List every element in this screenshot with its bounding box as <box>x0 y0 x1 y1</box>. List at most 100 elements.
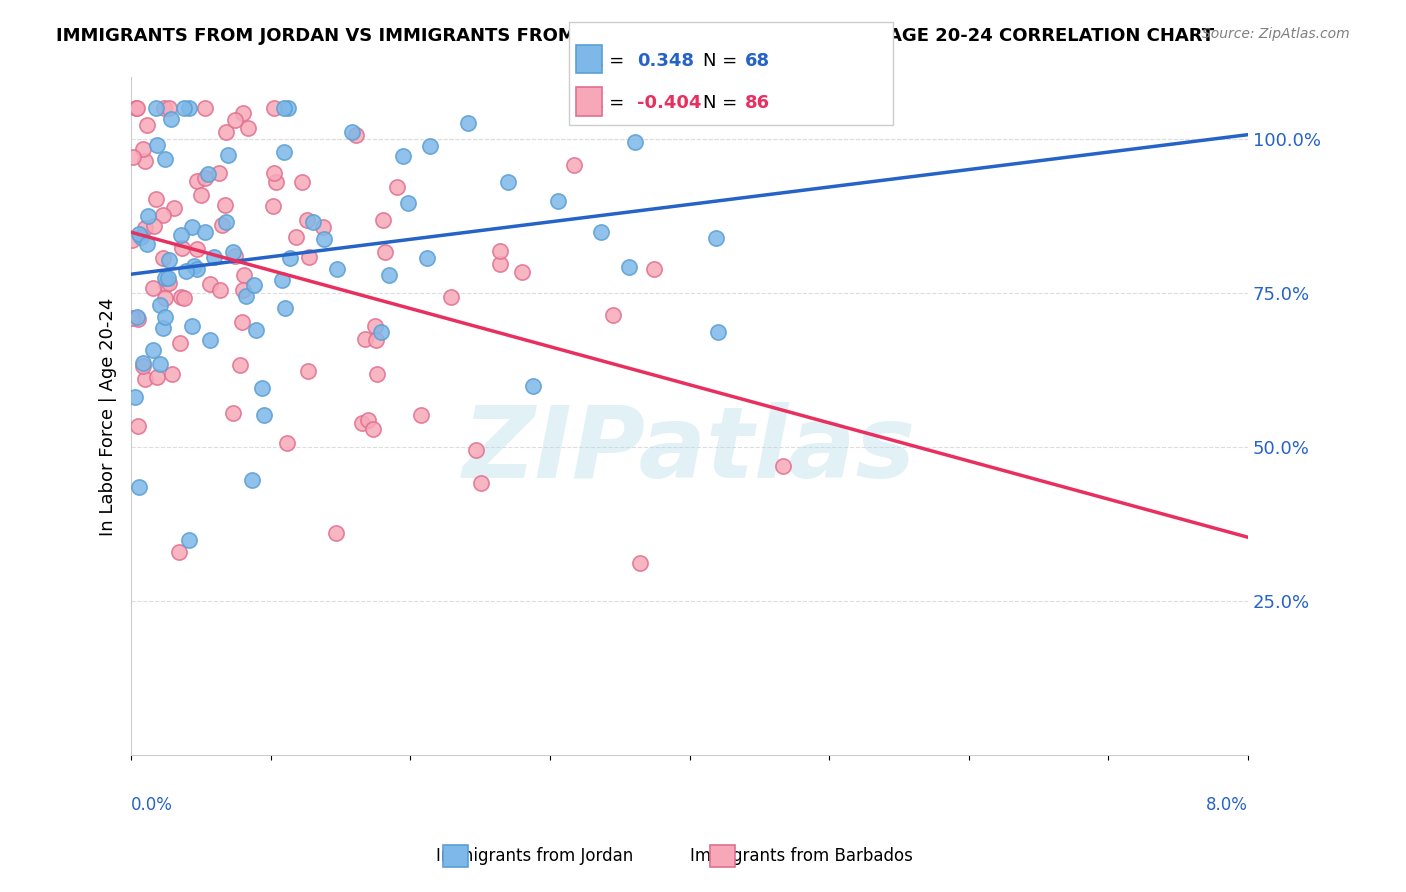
Point <box>145 137 167 152</box>
Point <box>177 101 200 115</box>
Point <box>217 147 239 161</box>
Point <box>183 259 205 273</box>
Point <box>470 476 492 491</box>
Point <box>186 173 208 187</box>
Point <box>356 413 378 427</box>
Point <box>173 291 195 305</box>
Point <box>396 195 419 210</box>
Point <box>278 252 301 266</box>
Text: N =: N = <box>703 52 737 70</box>
Point <box>176 264 198 278</box>
Text: R =: R = <box>591 52 624 70</box>
Point <box>127 419 149 434</box>
Point <box>602 309 624 323</box>
Point <box>170 228 193 243</box>
Point <box>273 145 295 159</box>
Point <box>181 219 204 234</box>
Point <box>131 356 153 370</box>
Point <box>198 333 221 347</box>
Point <box>285 230 308 244</box>
Point <box>186 242 208 256</box>
Point <box>143 219 166 234</box>
Point <box>314 232 336 246</box>
Point <box>325 525 347 540</box>
Point <box>510 265 533 279</box>
Text: N =: N = <box>703 94 737 112</box>
Point <box>155 277 177 291</box>
Point <box>276 436 298 450</box>
Point <box>186 262 208 277</box>
Text: 0.348: 0.348 <box>637 52 695 70</box>
Point <box>224 249 246 263</box>
Point <box>374 244 396 259</box>
Point <box>704 231 727 245</box>
Point <box>619 260 641 274</box>
Text: 0.0%: 0.0% <box>131 796 173 814</box>
Text: IMMIGRANTS FROM JORDAN VS IMMIGRANTS FROM BARBADOS IN LABOR FORCE | AGE 20-24 CO: IMMIGRANTS FROM JORDAN VS IMMIGRANTS FRO… <box>56 27 1215 45</box>
Point <box>224 113 246 128</box>
Point <box>262 199 284 213</box>
Point <box>152 321 174 335</box>
Point <box>155 310 177 324</box>
Point <box>643 262 665 277</box>
Text: ZIPatlas: ZIPatlas <box>463 401 917 499</box>
Point <box>326 261 349 276</box>
Point <box>129 229 152 244</box>
Point <box>170 241 193 255</box>
Point <box>370 325 392 339</box>
Point <box>364 318 387 333</box>
Point <box>153 271 176 285</box>
Point <box>197 167 219 181</box>
Point <box>142 281 165 295</box>
Point <box>121 233 143 247</box>
Point <box>128 479 150 493</box>
Point <box>179 533 201 547</box>
Point <box>273 101 295 115</box>
Point <box>489 244 512 258</box>
Point <box>253 408 276 422</box>
Point <box>298 250 321 264</box>
Point <box>489 257 512 271</box>
Point <box>419 139 441 153</box>
Point <box>211 218 233 232</box>
Point <box>624 135 647 149</box>
Point <box>291 175 314 189</box>
Point <box>378 268 401 282</box>
Point <box>200 277 222 292</box>
Point <box>134 372 156 386</box>
Point <box>160 367 183 381</box>
Text: 86: 86 <box>745 94 770 112</box>
Point <box>344 128 367 143</box>
Point <box>233 268 256 282</box>
Point <box>221 406 243 420</box>
Point <box>707 325 730 339</box>
Point <box>628 557 651 571</box>
Point <box>169 336 191 351</box>
Text: -0.404: -0.404 <box>637 94 702 112</box>
Point <box>169 290 191 304</box>
Point <box>152 208 174 222</box>
Point <box>274 301 297 315</box>
Point <box>181 318 204 333</box>
Point <box>243 277 266 292</box>
Point <box>135 237 157 252</box>
Point <box>361 422 384 436</box>
Point <box>685 101 707 115</box>
Point <box>232 106 254 120</box>
Point <box>157 252 180 267</box>
Point <box>134 153 156 168</box>
Point <box>416 251 439 265</box>
Point <box>208 283 231 297</box>
Point <box>135 118 157 132</box>
Point <box>215 215 238 229</box>
Text: 68: 68 <box>745 52 770 70</box>
Point <box>366 368 388 382</box>
Point <box>149 357 172 371</box>
Point <box>591 226 613 240</box>
Point <box>240 473 263 487</box>
Point <box>297 364 319 378</box>
Point <box>173 101 195 115</box>
Point <box>222 244 245 259</box>
Point <box>465 442 488 457</box>
Point <box>153 152 176 166</box>
